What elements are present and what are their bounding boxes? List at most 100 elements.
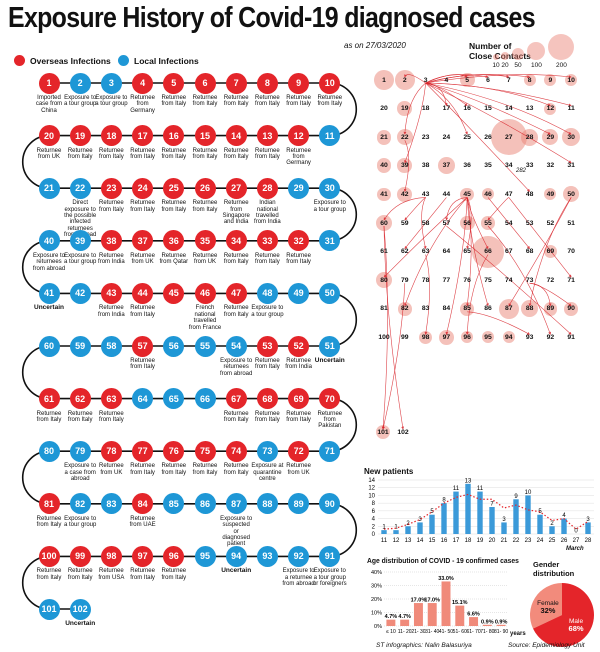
bar [429,514,435,534]
grid-case-number: 71 [567,276,575,284]
transmission-arrow [404,74,426,84]
case-node: 92 [288,545,310,567]
case-caption: Uncertain [314,357,345,364]
grid-case-number: 57 [442,219,451,227]
case-caption: Returnee from Italy [223,252,249,266]
grid-case-number: 69 [546,248,555,256]
case-node: 56 [163,335,185,357]
timeline-turn [329,187,358,242]
case-node: 18 [100,125,122,147]
grid-case-number: 7 [506,76,511,84]
transmission-arrow [404,197,426,221]
bar [501,522,507,534]
grid-case-number: 40 [380,162,388,170]
transmission-arrow [383,197,468,278]
x-tick-label: 25 [549,538,556,544]
case-node: 76 [163,440,185,462]
grid-case-number: 37 [442,162,451,170]
case-node: 6 [194,72,216,94]
contacts-legend-bubble [527,42,545,60]
case-caption: Returnee from Italy [223,463,249,476]
grid-case-number: 46 [484,190,492,198]
contacts-legend-label: 50 [514,62,522,69]
contacts-legend-label: 200 [556,62,567,69]
case-node: 35 [194,230,216,252]
transmission-arrow [487,197,530,250]
grid-case-number: 38 [421,162,430,170]
transmission-arrow [425,82,572,135]
case-node: 66 [194,388,216,410]
new-patients-xlabel: March [566,546,584,552]
case-caption: Returnee from Italy [130,568,155,581]
grid-case-number: 47 [505,190,513,198]
case-caption: Exposure to a tour group [64,252,97,266]
bar-value-label: 5 [430,509,434,515]
y-tick-label: 10 [368,493,375,499]
x-tick-label: 22 [513,538,520,544]
case-node: 13 [256,125,278,147]
bar [465,483,471,534]
case-caption: Returnee from Italy [192,200,218,213]
grid-case-number: 97 [442,333,451,341]
case-caption: Returnee from Italy [192,147,218,160]
bar-value-label: 17.0% [424,598,440,604]
transmission-arrow [383,197,426,221]
case-node: 60 [38,335,60,357]
grid-case-number: 75 [484,276,492,284]
contacts-bubble [438,157,455,175]
case-node: 69 [288,388,310,410]
bar [482,624,492,626]
case-node: 71 [319,440,341,462]
case-node: 23 [100,177,122,199]
timeline-turn [21,450,50,505]
case-node: 8 [256,72,278,94]
bar-value-label: 11 [477,486,484,492]
transmission-arrow [425,74,572,84]
case-node: 102 [69,598,91,620]
case-caption: Returnee from UAE [129,515,156,529]
case-caption: Imported case from China [35,95,63,114]
case-node: 1 [38,72,60,94]
bar [549,526,555,534]
bar-value-label: 8 [442,498,446,504]
case-caption: Returnee from Germany [130,95,155,114]
case-node: 16 [163,125,185,147]
gender-chart-title: Gender distribution [533,560,575,578]
grid-case-number: 51 [567,219,575,227]
grid-case-number: 58 [421,219,430,227]
grid-case-number: 59 [401,219,409,227]
bar-value-label: 2 [550,521,554,527]
case-node: 82 [69,493,91,515]
x-tick-label: 13 [405,538,412,544]
grid-case-number: 22 [401,133,409,141]
case-node: 53 [256,335,278,357]
contacts-bubble [542,129,559,146]
page-title: Exposure History of Covid-19 diagnosed c… [8,2,536,34]
bar [393,530,399,534]
case-caption: Returnee from Singapore and India [222,200,250,226]
case-node: 15 [194,125,216,147]
case-node: 55 [194,335,216,357]
local-legend-label: Local Infections [134,56,199,66]
grid-case-number: 100 [378,333,390,341]
transmission-arrow [446,225,572,335]
case-caption: Returnee from UK [36,147,62,160]
case-caption: Returnee from Italy [67,568,93,581]
grid-case-number: 50 [567,190,575,198]
contacts-bubble [394,70,415,90]
case-node: 83 [100,493,122,515]
x-tick-label: ≤ 10 [386,629,396,635]
case-node: 34 [225,230,247,252]
case-caption: Returnee from Italy [99,410,124,423]
transmission-arrow [466,197,472,250]
grid-case-number: 44 [442,190,451,198]
case-caption: Returnee from India [285,358,312,371]
contacts-bubble [396,129,413,146]
x-tick-label: 71- 80 [480,629,494,635]
timeline-turn [21,345,50,400]
grid-case-number: 27 [505,133,513,141]
transmission-arrow [424,254,430,335]
contacts-bubble [521,300,538,318]
case-caption: Returnee from Italy [130,305,155,318]
x-tick-label: 21- 30 [411,629,425,635]
